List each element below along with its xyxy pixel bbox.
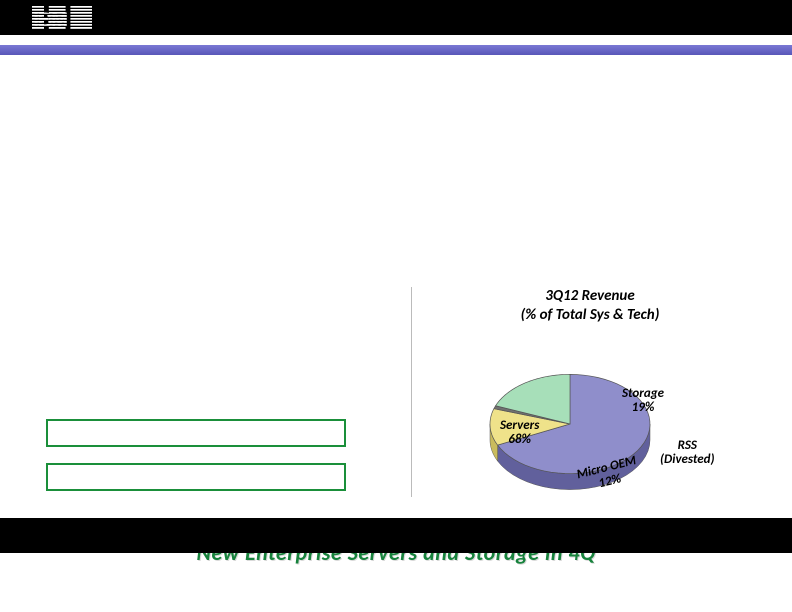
- bottom-black-bar: [0, 518, 792, 553]
- highlight-box-1: [46, 419, 346, 447]
- pie-chart-wrap: Servers68% Storage19% Micro OEM12% RSS(D…: [430, 329, 750, 519]
- pie-label-servers: Servers68%: [500, 419, 539, 448]
- pie-title-2: (% of Total Sys & Tech): [430, 306, 750, 325]
- pie-title-1: 3Q12 Revenue: [430, 287, 750, 306]
- highlight-box-2: [46, 463, 346, 491]
- pie-label-rss: RSS(Divested): [660, 439, 715, 468]
- vertical-divider: [411, 287, 412, 497]
- header-accent-bar: [0, 45, 792, 55]
- content-area: 3Q12 Revenue (% of Total Sys & Tech) Ser…: [0, 55, 792, 540]
- ibm-logo: IBM: [32, 6, 92, 30]
- pie-panel: 3Q12 Revenue (% of Total Sys & Tech) Ser…: [430, 287, 750, 519]
- bottom-split: 3Q12 Revenue (% of Total Sys & Tech) Ser…: [0, 287, 792, 537]
- pie-label-storage: Storage19%: [622, 387, 664, 416]
- top-black-bar: IBM: [0, 0, 792, 35]
